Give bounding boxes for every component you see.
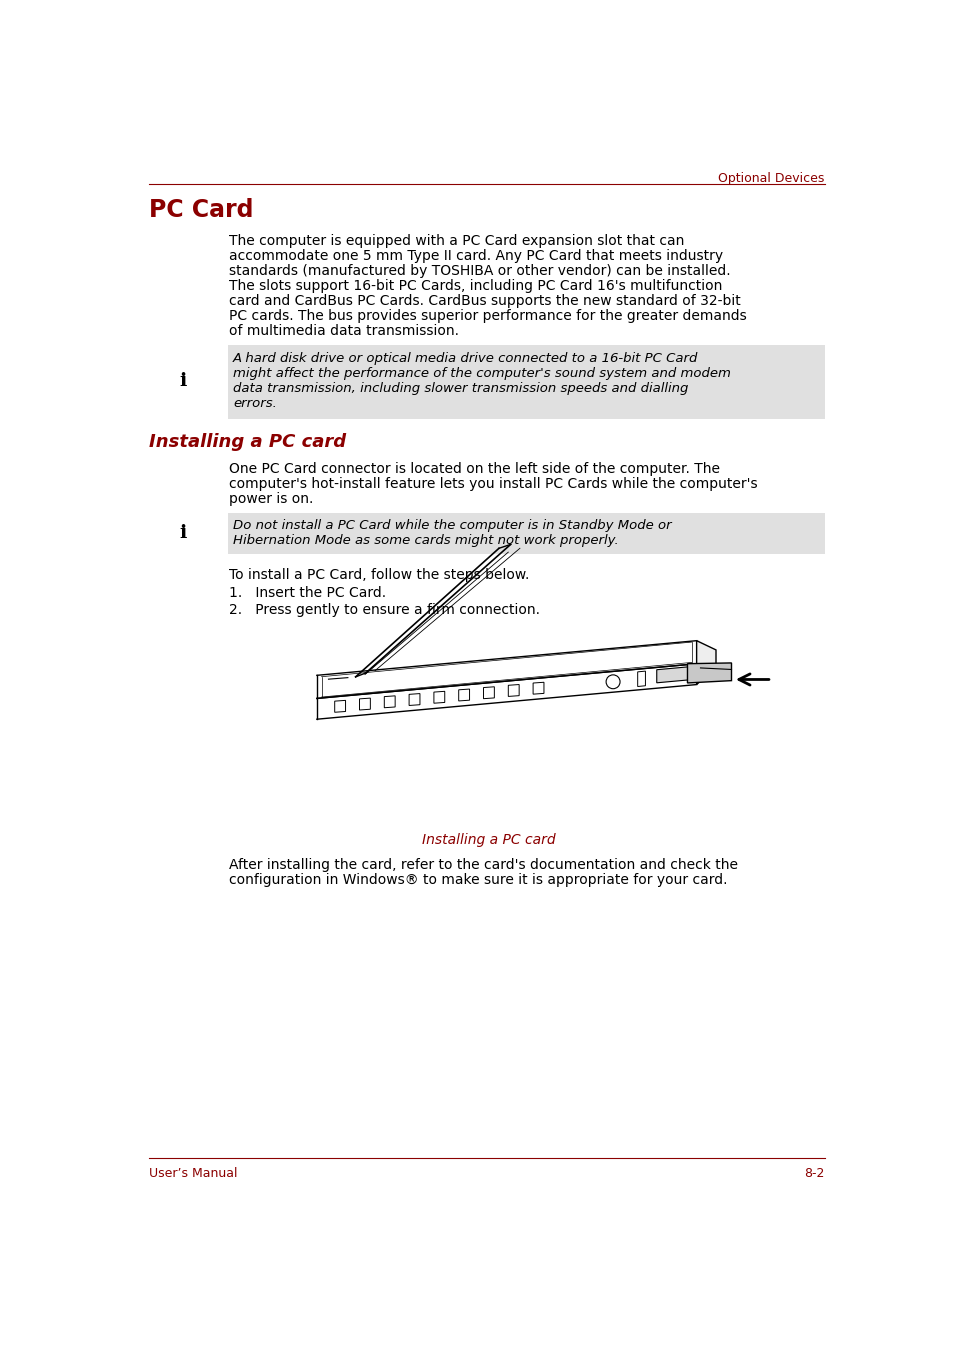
Text: The slots support 16-bit PC Cards, including PC Card 16's multifunction: The slots support 16-bit PC Cards, inclu…: [229, 278, 722, 293]
Text: User’s Manual: User’s Manual: [149, 1167, 237, 1179]
Text: 1.   Insert the PC Card.: 1. Insert the PC Card.: [229, 586, 386, 600]
Text: i: i: [179, 372, 186, 390]
Polygon shape: [637, 671, 645, 686]
Polygon shape: [434, 692, 444, 704]
Circle shape: [164, 363, 201, 400]
Circle shape: [164, 515, 201, 553]
Polygon shape: [533, 682, 543, 694]
Text: 8-2: 8-2: [803, 1167, 823, 1179]
Polygon shape: [687, 663, 731, 684]
Polygon shape: [384, 696, 395, 708]
Polygon shape: [359, 698, 370, 711]
Text: Installing a PC card: Installing a PC card: [149, 432, 345, 451]
Text: Hibernation Mode as some cards might not work properly.: Hibernation Mode as some cards might not…: [233, 534, 618, 547]
Text: After installing the card, refer to the card's documentation and check the: After installing the card, refer to the …: [229, 858, 738, 871]
Text: PC cards. The bus provides superior performance for the greater demands: PC cards. The bus provides superior perf…: [229, 309, 746, 323]
Polygon shape: [696, 640, 716, 685]
Text: A hard disk drive or optical media drive connected to a 16-bit PC Card: A hard disk drive or optical media drive…: [233, 351, 698, 365]
Text: To install a PC Card, follow the steps below.: To install a PC Card, follow the steps b…: [229, 567, 529, 582]
Text: i: i: [179, 524, 186, 542]
Polygon shape: [508, 685, 518, 696]
Text: of multimedia data transmission.: of multimedia data transmission.: [229, 324, 458, 338]
Text: computer's hot-install feature lets you install PC Cards while the computer's: computer's hot-install feature lets you …: [229, 477, 757, 490]
Text: The computer is equipped with a PC Card expansion slot that can: The computer is equipped with a PC Card …: [229, 234, 684, 247]
Polygon shape: [409, 693, 419, 705]
Text: standards (manufactured by TOSHIBA or other vendor) can be installed.: standards (manufactured by TOSHIBA or ot…: [229, 263, 730, 278]
Text: power is on.: power is on.: [229, 492, 314, 507]
Text: Do not install a PC Card while the computer is in Standby Mode or: Do not install a PC Card while the compu…: [233, 519, 671, 532]
FancyBboxPatch shape: [228, 513, 823, 554]
Circle shape: [605, 676, 619, 689]
Text: errors.: errors.: [233, 397, 276, 409]
Text: accommodate one 5 mm Type II card. Any PC Card that meets industry: accommodate one 5 mm Type II card. Any P…: [229, 249, 722, 262]
Polygon shape: [483, 686, 494, 698]
Text: PC Card: PC Card: [149, 197, 253, 222]
Polygon shape: [656, 667, 688, 682]
Text: data transmission, including slower transmission speeds and dialling: data transmission, including slower tran…: [233, 382, 688, 394]
Text: Optional Devices: Optional Devices: [718, 172, 823, 185]
Polygon shape: [316, 663, 696, 719]
Text: configuration in Windows® to make sure it is appropriate for your card.: configuration in Windows® to make sure i…: [229, 873, 727, 886]
FancyBboxPatch shape: [228, 345, 823, 419]
Text: One PC Card connector is located on the left side of the computer. The: One PC Card connector is located on the …: [229, 462, 720, 476]
Polygon shape: [458, 689, 469, 701]
Polygon shape: [335, 700, 345, 712]
Text: Installing a PC card: Installing a PC card: [421, 834, 556, 847]
Text: card and CardBus PC Cards. CardBus supports the new standard of 32-bit: card and CardBus PC Cards. CardBus suppo…: [229, 293, 740, 308]
Text: 2.   Press gently to ensure a firm connection.: 2. Press gently to ensure a firm connect…: [229, 603, 539, 616]
Text: might affect the performance of the computer's sound system and modem: might affect the performance of the comp…: [233, 367, 730, 380]
